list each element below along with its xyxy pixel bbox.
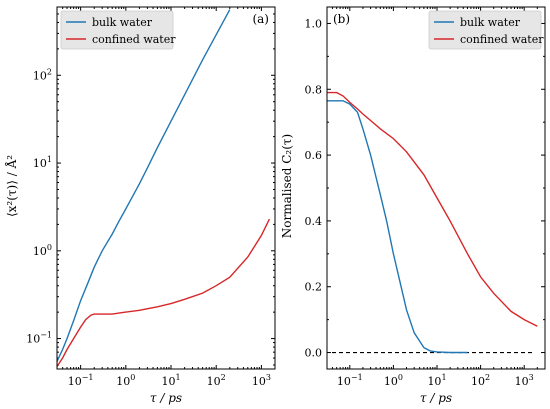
x-tick-label: 101: [427, 373, 446, 388]
legend-label: bulk water: [460, 16, 521, 29]
y-axis-label: Normalised C₂(τ): [280, 134, 294, 238]
y-tick-label: 0.2: [305, 281, 323, 294]
y-tick-label: 0.8: [305, 83, 323, 96]
tick-label-exponent: 2: [485, 373, 490, 382]
y-tick-label: 10−1: [26, 331, 52, 346]
x-tick-label: 10−1: [337, 373, 363, 388]
tick-label-exponent: 2: [47, 67, 52, 76]
x-axis-label: τ / ps: [420, 391, 452, 405]
tick-label-base: 10: [337, 375, 351, 388]
tick-label-exponent: 1: [175, 373, 180, 382]
tick-label-base: 10: [384, 375, 398, 388]
y-tick-label: 100: [33, 243, 52, 258]
y-tick-label: 102: [33, 67, 52, 82]
tick-label-base: 10: [33, 69, 47, 82]
x-tick-label: 103: [252, 373, 271, 388]
plot-frame: [56, 6, 276, 370]
legend-label: confined water: [92, 33, 176, 46]
tick-label-base: 10: [33, 157, 47, 170]
series-line-bulk-water: [57, 9, 231, 362]
legend-label: bulk water: [92, 16, 153, 29]
x-tick-label: 10−1: [68, 373, 94, 388]
series-group: [57, 9, 271, 367]
legend-box: [60, 10, 174, 50]
y-tick-label: 0.4: [305, 215, 323, 228]
x-tick-label: 102: [207, 373, 226, 388]
legend-box: [428, 10, 542, 50]
tick-label-exponent: 1: [47, 155, 52, 164]
tick-label-base: 10: [116, 375, 130, 388]
series-line-confined-water: [327, 91, 538, 327]
y-axis-label: ⟨x²(τ)⟩ / Å²: [4, 155, 19, 217]
series-line-bulk-water: [327, 100, 468, 354]
tick-label-base: 10: [68, 375, 82, 388]
panel-label: (b): [333, 12, 350, 26]
tick-label-base: 10: [161, 375, 175, 388]
x-tick-label: 102: [471, 373, 490, 388]
tick-label-base: 10: [515, 375, 529, 388]
tick-label-exponent: 3: [529, 373, 534, 382]
y-tick-label: 0.6: [305, 149, 323, 162]
x-tick-label: 100: [384, 373, 403, 388]
x-tick-label: 100: [116, 373, 135, 388]
tick-label-base: 10: [26, 333, 40, 346]
y-tick-label: 101: [33, 155, 52, 170]
tick-label-base: 10: [33, 245, 47, 258]
tick-label-exponent: 0: [47, 243, 52, 252]
tick-label-exponent: 0: [398, 373, 403, 382]
tick-label-exponent: −1: [351, 373, 363, 382]
legend: bulk water confined water: [60, 10, 176, 50]
tick-label-base: 10: [471, 375, 485, 388]
tick-label-exponent: 0: [130, 373, 135, 382]
tick-label-exponent: 2: [221, 373, 226, 382]
series-group: [327, 91, 538, 354]
x-tick-label: 101: [161, 373, 180, 388]
tick-label-base: 10: [207, 375, 221, 388]
tick-label-exponent: 1: [441, 373, 446, 382]
y-tick-label: 1.0: [305, 17, 323, 30]
plot-frame: [326, 6, 546, 370]
tick-label-base: 10: [427, 375, 441, 388]
tick-label-exponent: −1: [82, 373, 94, 382]
series-line-confined-water: [57, 218, 271, 367]
tick-label-base: 10: [252, 375, 266, 388]
x-axis-label: τ / ps: [150, 391, 182, 405]
x-tick-label: 103: [515, 373, 534, 388]
legend: bulk water confined water: [428, 10, 544, 50]
panel-label: (a): [252, 12, 269, 26]
tick-label-exponent: 3: [266, 373, 271, 382]
legend-label: confined water: [460, 33, 544, 46]
tick-label-exponent: −1: [40, 331, 52, 340]
y-tick-label: 0.0: [305, 347, 323, 360]
